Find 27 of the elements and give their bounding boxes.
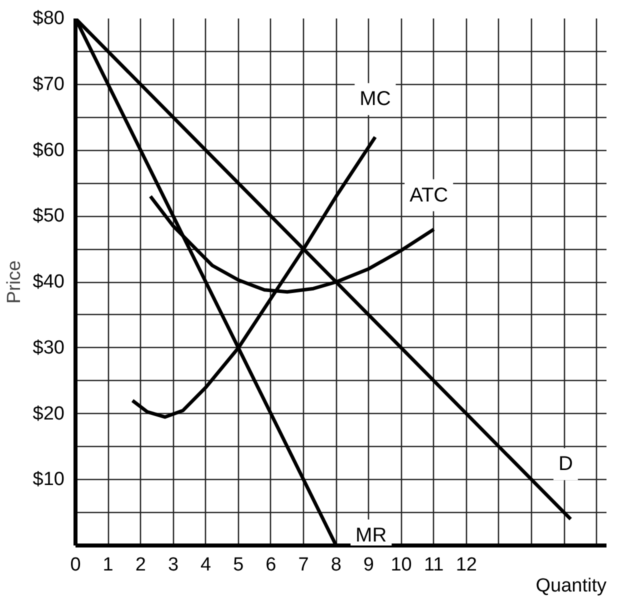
- y-axis-title: Price: [4, 260, 25, 304]
- x-tick-label: 0: [70, 554, 81, 576]
- series-label: MC: [360, 88, 391, 110]
- x-tick-label: 6: [266, 554, 276, 576]
- series-label: D: [558, 453, 573, 476]
- y-tick-label: $30: [32, 337, 64, 358]
- series-label: ATC: [410, 184, 448, 206]
- x-tick-label: 7: [298, 554, 309, 576]
- x-tick-label: 4: [200, 554, 212, 576]
- x-tick-label: 1: [102, 554, 114, 576]
- y-tick-label: $50: [32, 206, 64, 227]
- x-tick-label: 8: [330, 554, 342, 576]
- y-tick-label: $60: [32, 140, 64, 161]
- x-tick-label: 9: [363, 554, 374, 576]
- y-tick-label: $80: [32, 8, 64, 29]
- x-tick-label: 10: [390, 554, 412, 576]
- x-tick-label: 2: [135, 554, 146, 576]
- y-tick-label: $40: [32, 272, 64, 292]
- y-tick-label: $20: [32, 403, 64, 424]
- x-tick-label: 3: [168, 554, 179, 576]
- x-tick-label: 12: [456, 554, 477, 576]
- x-tick-label: 11: [424, 554, 444, 576]
- x-axis-title: Quantity: [536, 576, 607, 596]
- series-label: MR: [356, 524, 387, 546]
- x-tick-label: 5: [233, 554, 244, 576]
- y-tick-label: $70: [32, 74, 64, 95]
- y-tick-label: $10: [32, 469, 64, 490]
